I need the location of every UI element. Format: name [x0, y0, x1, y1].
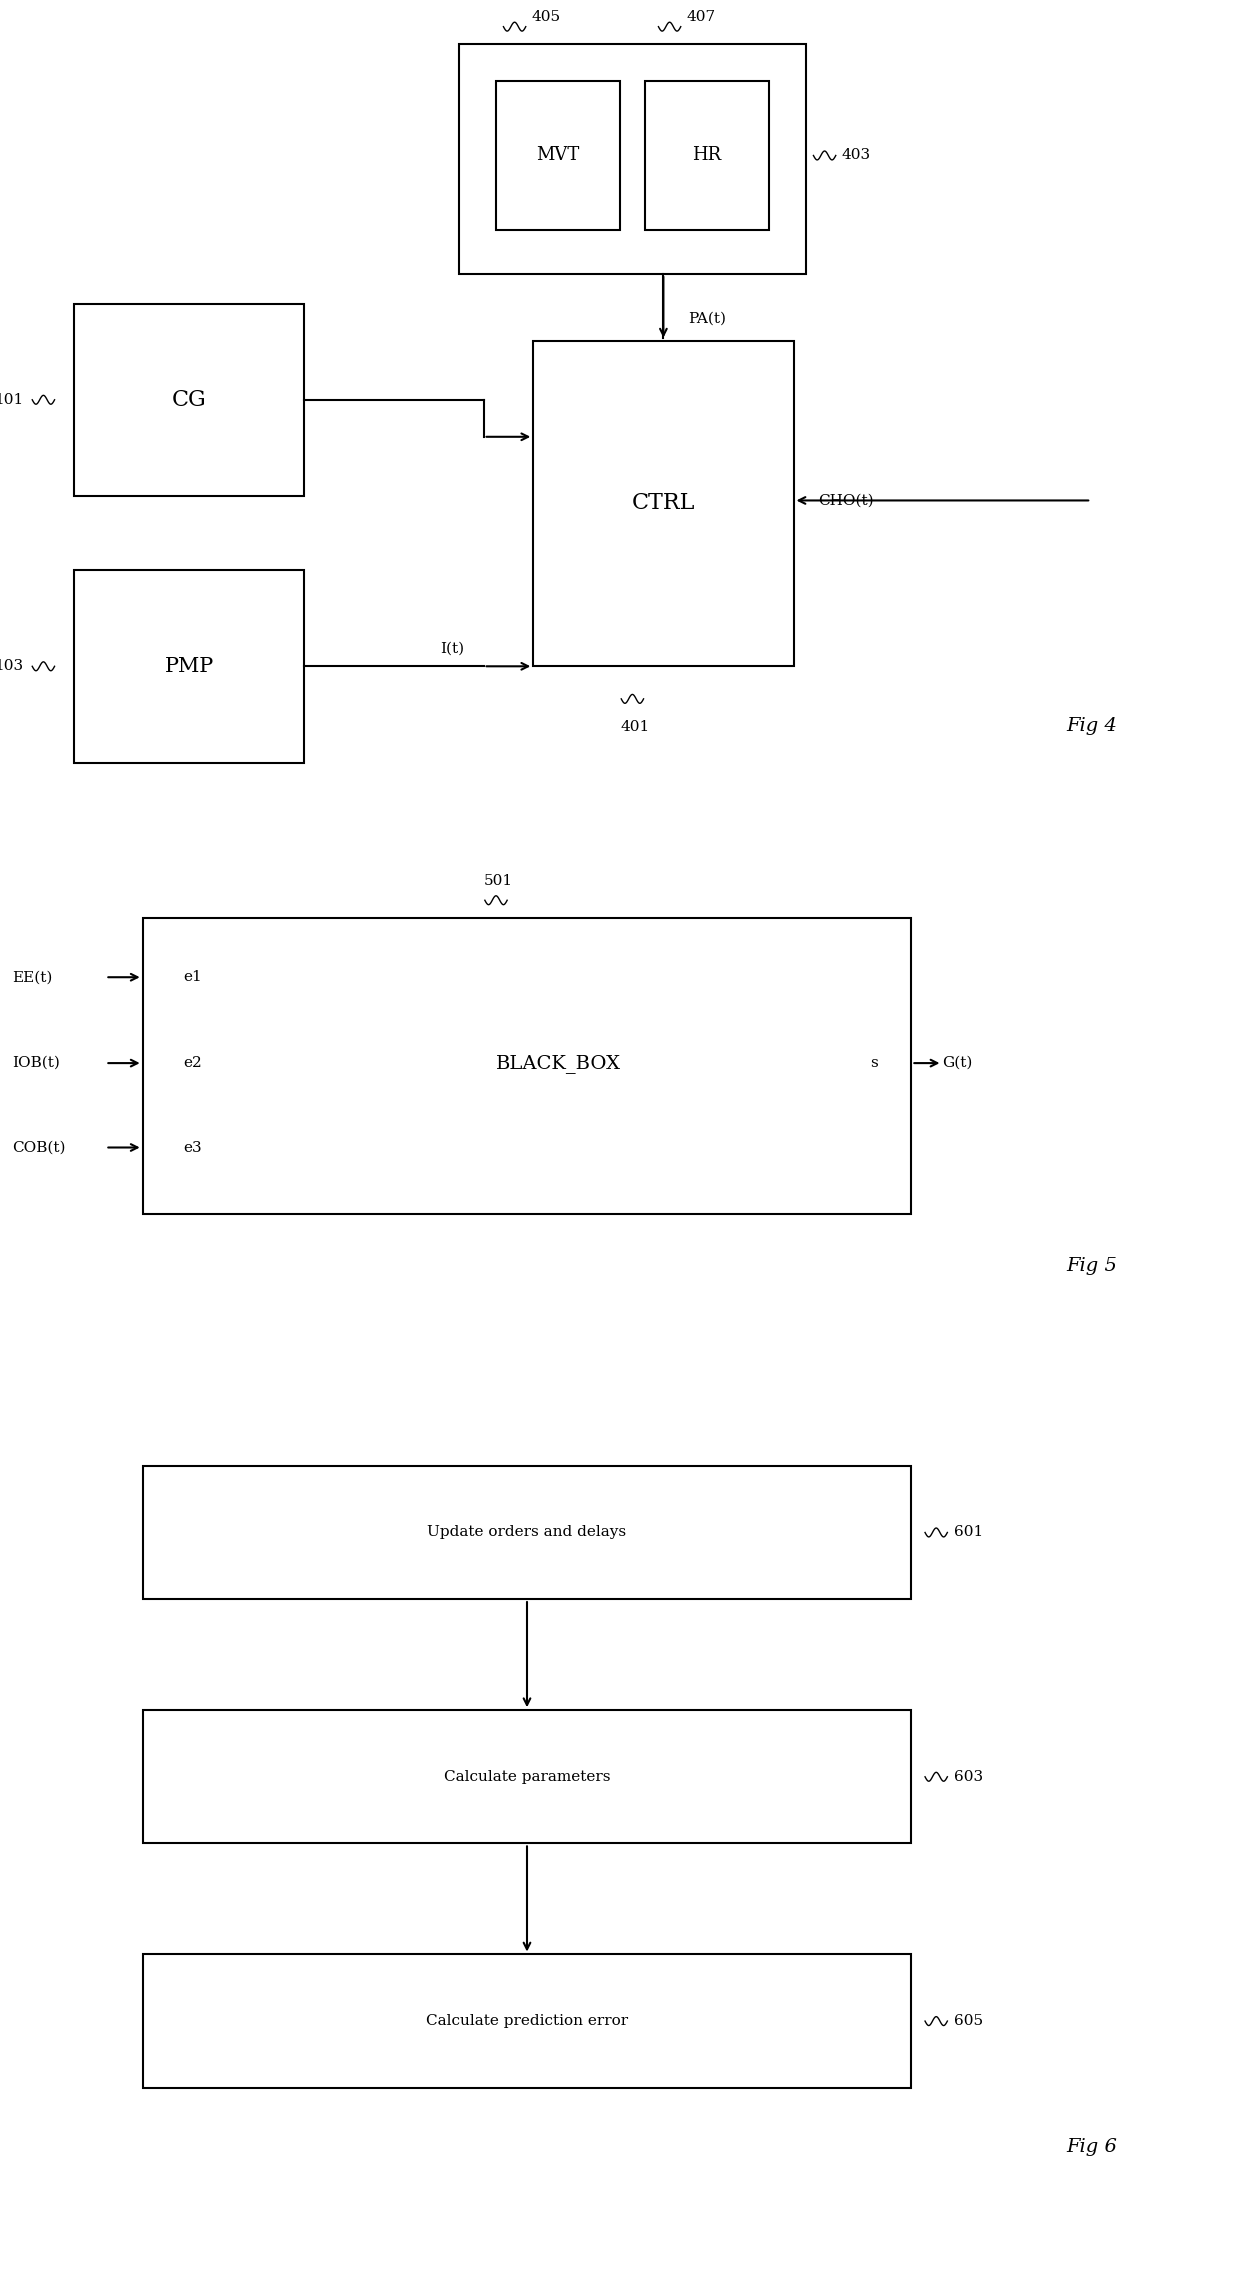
- Text: 501: 501: [484, 874, 513, 888]
- Bar: [143, 1467, 911, 1600]
- Text: e1: e1: [184, 971, 202, 985]
- Text: CG: CG: [171, 388, 207, 411]
- Text: Update orders and delays: Update orders and delays: [428, 1526, 626, 1540]
- Bar: [143, 1710, 911, 1843]
- Bar: [496, 80, 620, 230]
- Text: MVT: MVT: [537, 147, 579, 165]
- Text: 601: 601: [954, 1526, 983, 1540]
- Text: Calculate prediction error: Calculate prediction error: [425, 2015, 629, 2029]
- Text: 101: 101: [0, 392, 24, 406]
- Text: PA(t): PA(t): [688, 312, 727, 326]
- Text: CTRL: CTRL: [631, 493, 696, 514]
- Text: Fig 6: Fig 6: [1066, 2139, 1117, 2155]
- Text: IOB(t): IOB(t): [12, 1056, 61, 1069]
- Text: 603: 603: [954, 1769, 982, 1783]
- Text: HR: HR: [692, 147, 722, 165]
- Text: Fig 4: Fig 4: [1066, 716, 1117, 734]
- Text: COB(t): COB(t): [12, 1141, 66, 1154]
- Text: BLACK_BOX: BLACK_BOX: [496, 1053, 620, 1072]
- Bar: [143, 918, 911, 1214]
- Text: 605: 605: [954, 2015, 982, 2029]
- Text: e2: e2: [184, 1056, 202, 1069]
- Text: I(t): I(t): [440, 643, 464, 656]
- Text: G(t): G(t): [942, 1056, 972, 1069]
- Bar: [74, 569, 304, 762]
- Text: Fig 5: Fig 5: [1066, 1258, 1117, 1276]
- Text: 403: 403: [842, 149, 870, 163]
- Text: Calculate parameters: Calculate parameters: [444, 1769, 610, 1783]
- Text: PMP: PMP: [165, 656, 213, 675]
- Text: e3: e3: [184, 1141, 202, 1154]
- Text: 401: 401: [620, 721, 650, 734]
- Bar: [459, 44, 806, 273]
- Bar: [533, 340, 794, 666]
- Bar: [143, 1955, 911, 2088]
- Text: 407: 407: [687, 9, 715, 23]
- Text: 405: 405: [532, 9, 560, 23]
- Bar: [74, 303, 304, 496]
- Text: 103: 103: [0, 659, 24, 672]
- Text: CHO(t): CHO(t): [818, 493, 874, 507]
- Text: EE(t): EE(t): [12, 971, 53, 985]
- Bar: [645, 80, 769, 230]
- Text: s: s: [870, 1056, 878, 1069]
